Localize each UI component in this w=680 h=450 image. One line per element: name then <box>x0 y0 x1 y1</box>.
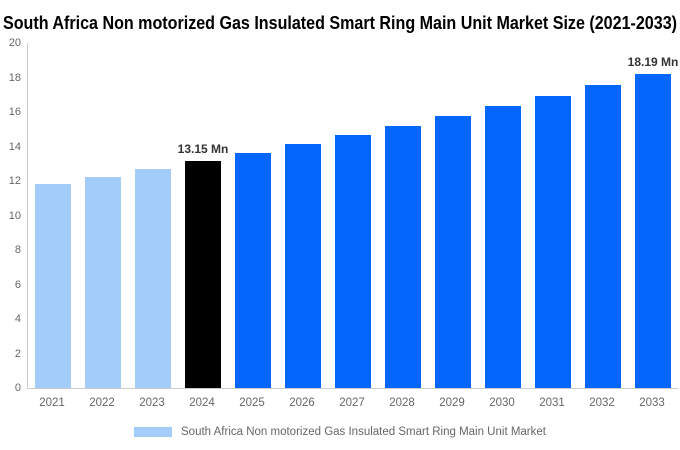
y-tick-label: 2 <box>14 347 21 360</box>
x-axis-label-2032: 2032 <box>589 397 615 409</box>
bar-slot-2029 <box>428 43 478 388</box>
legend-swatch-icon <box>134 427 173 437</box>
chart-title: South Africa Non motorized Gas Insulated… <box>3 13 677 33</box>
bar-2032 <box>585 85 621 388</box>
bar-2031 <box>535 96 571 388</box>
x-axis-label-2028: 2028 <box>389 397 415 409</box>
legend-label: South Africa Non motorized Gas Insulated… <box>181 426 546 438</box>
bar-slot-2030 <box>478 43 528 388</box>
bar-2033 <box>635 74 671 388</box>
bar-slot-2025 <box>228 43 278 388</box>
bar-2025 <box>235 152 271 388</box>
bar-slot-2026 <box>278 43 328 388</box>
bar-2021 <box>35 184 71 388</box>
x-axis-label-2025: 2025 <box>239 397 265 409</box>
bar-2024 <box>185 161 221 388</box>
bar-slot-2023 <box>128 43 178 388</box>
bar-slot-2027 <box>328 43 378 388</box>
bar-2023 <box>135 169 171 388</box>
bar-2029 <box>435 116 471 388</box>
bar-2026 <box>285 144 321 388</box>
data-label-2033: 18.19 Mn <box>627 55 679 70</box>
data-label-2024: 13.15 Mn <box>177 142 229 157</box>
x-axis-label-2030: 2030 <box>489 397 515 409</box>
bar-slot-2021 <box>28 43 78 388</box>
y-tick-label: 20 <box>8 37 21 49</box>
bar-series: 13.15 Mn 18.19 Mn <box>28 43 678 388</box>
bar-slot-2022 <box>78 43 128 388</box>
bar-2030 <box>485 106 521 388</box>
y-tick-label: 4 <box>14 313 21 325</box>
x-axis-label-2026: 2026 <box>289 397 315 409</box>
plot-area: 13.15 Mn 18.19 Mn <box>27 43 678 389</box>
y-tick-label: 0 <box>14 382 21 394</box>
legend: South Africa Non motorized Gas Insulated… <box>0 425 680 439</box>
chart-title-container: South Africa Non motorized Gas Insulated… <box>3 13 677 33</box>
legend-item[interactable]: South Africa Non motorized Gas Insulated… <box>134 425 546 439</box>
bar-slot-2031 <box>528 43 578 388</box>
y-tick-label: 12 <box>8 175 21 187</box>
y-tick-label: 16 <box>8 106 21 118</box>
y-tick-label: 6 <box>14 278 21 291</box>
bar-2028 <box>385 126 421 388</box>
y-tick-label: 8 <box>14 244 21 256</box>
bar-slot-2024: 13.15 Mn <box>178 43 228 388</box>
x-axis-label-2031: 2031 <box>539 397 565 409</box>
x-axis-label-2024: 2024 <box>189 397 215 409</box>
x-axis: 2021 2022 2023 2024 2025 2026 2027 2028 2029 2030… <box>27 395 677 411</box>
y-axis: 0 2 4 6 8 10 12 14 16 18 20 <box>0 37 21 394</box>
bar-slot-2028 <box>378 43 428 388</box>
x-axis-label-2029: 2029 <box>439 397 465 409</box>
x-axis-label-2022: 2022 <box>89 397 115 409</box>
y-tick-label: 10 <box>8 209 21 222</box>
y-tick-label: 18 <box>8 71 21 84</box>
x-axis-label-2033: 2033 <box>639 397 665 409</box>
x-axis-label-2021: 2021 <box>39 397 65 409</box>
x-axis-label-2023: 2023 <box>139 397 165 409</box>
x-axis-label-2027: 2027 <box>339 397 365 409</box>
bar-2027 <box>335 135 371 388</box>
y-tick-label: 14 <box>8 140 21 153</box>
bar-2022 <box>85 177 121 388</box>
bar-slot-2033: 18.19 Mn <box>628 43 678 388</box>
bar-slot-2032 <box>578 43 628 388</box>
